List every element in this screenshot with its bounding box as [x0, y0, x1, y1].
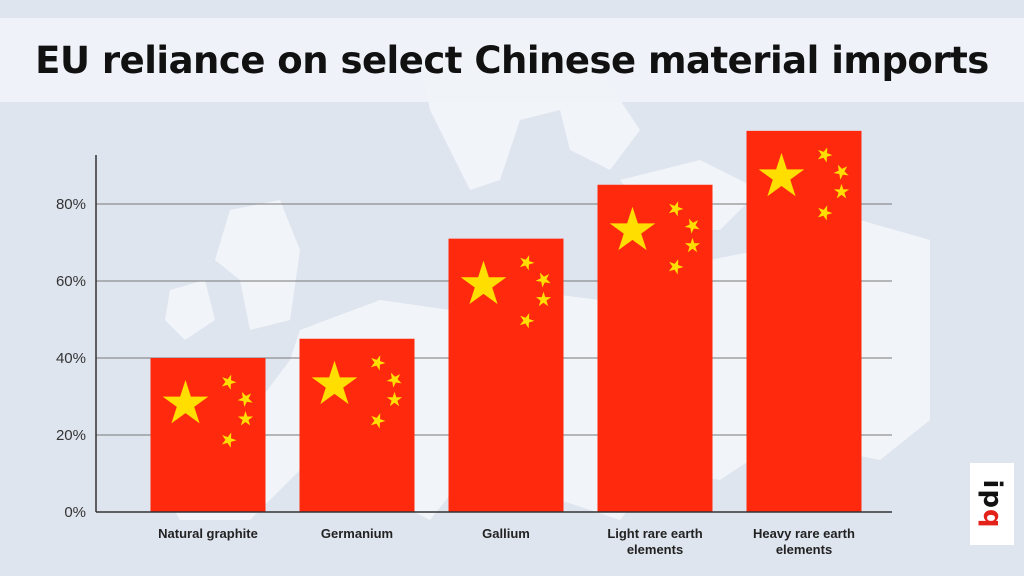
bar-rect: [299, 338, 415, 512]
bar-rect: [150, 358, 266, 512]
bar-rect: [597, 184, 713, 512]
x-tick-label: Natural graphite: [158, 526, 258, 541]
logo-accent-text: q: [977, 508, 1007, 529]
x-tick-label: Light rare earth elements: [607, 526, 702, 557]
y-tick-label: 0%: [64, 504, 86, 521]
x-tick-labels: Natural graphite Germanium Gallium Light ra…: [158, 526, 855, 557]
chart-title: EU reliance on select Chinese material i…: [35, 38, 989, 82]
x-tick-label: Heavy rare earth elements: [753, 526, 855, 557]
x-tick-label: Gallium: [482, 526, 530, 541]
bar-1: [150, 358, 266, 512]
logo-main-text: ip: [977, 479, 1007, 509]
y-tick-label: 20%: [56, 427, 86, 444]
bar-2: [299, 338, 415, 512]
ipq-logo: ipq: [970, 463, 1014, 545]
bar-rect: [746, 130, 862, 512]
title-band: [0, 18, 1024, 102]
logo-text: ipq: [977, 479, 1007, 528]
bar-3: [448, 238, 564, 512]
bar-5: [746, 130, 862, 512]
y-tick-label: 60%: [56, 273, 86, 290]
bar-rect: [448, 238, 564, 512]
bar-4: [597, 184, 713, 512]
y-tick-label: 80%: [56, 196, 86, 213]
y-tick-label: 40%: [56, 350, 86, 367]
x-tick-label: Germanium: [321, 526, 393, 541]
axes: 0% 20% 40% 60% 80%: [56, 155, 892, 521]
bars: [150, 130, 862, 512]
